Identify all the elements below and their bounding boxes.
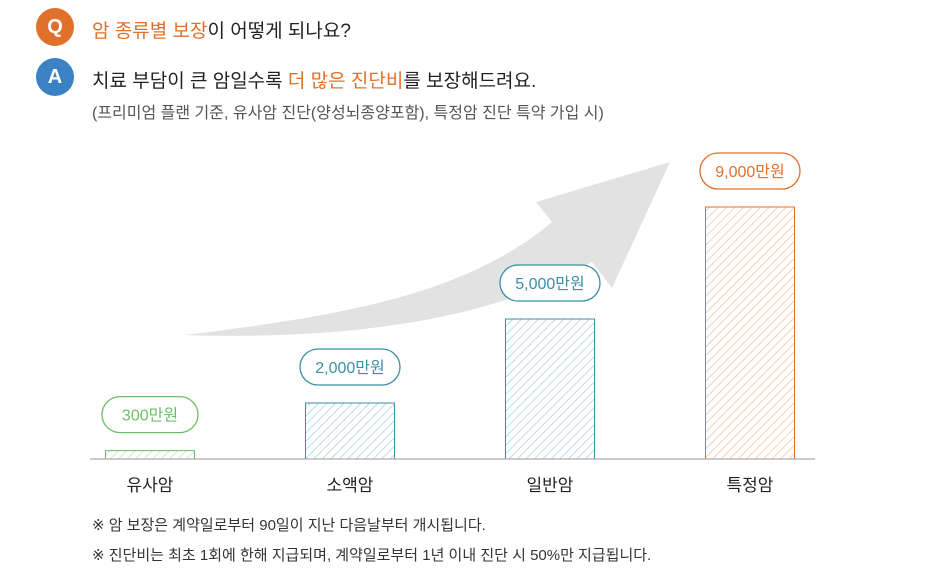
question-text: 암 종류별 보장이 어떻게 되나요? [92, 16, 351, 43]
value-label-pill-2 [299, 348, 401, 386]
value-label-pill-1 [101, 395, 199, 434]
answer-text: 치료 부담이 큰 암일수록 더 많은 진단비를 보장해드려요. [92, 66, 536, 93]
value-label-pill-3 [499, 264, 601, 302]
bar-1 [105, 450, 195, 460]
question-badge: Q [36, 8, 74, 46]
category-label-1: 유사암 [127, 476, 174, 495]
category-label-4: 특정암 [727, 476, 774, 495]
category-label-2: 소액암 [327, 476, 374, 495]
value-label-4: 9,000만원 [715, 163, 784, 181]
bar-4 [705, 206, 795, 460]
answer-pre: 치료 부담이 큰 암일수록 [92, 71, 288, 92]
question-rest: 이 어떻게 되나요? [207, 21, 351, 42]
bar-2 [305, 402, 395, 460]
note-payment-rule: ※ 진단비는 최초 1회에 한해 지급되며, 계약일로부터 1년 이내 진단 시… [92, 547, 652, 564]
value-label-3: 5,000만원 [515, 275, 584, 293]
answer-badge: A [36, 58, 74, 96]
bar-3 [505, 318, 595, 460]
answer-post: 를 보장해드려요. [403, 71, 537, 92]
value-label-2: 2,000만원 [315, 359, 384, 377]
answer-highlight: 더 많은 진단비 [287, 71, 404, 92]
answer-subtext: (프리미엄 플랜 기준, 유사암 진단(양성뇌종양포함), 특정암 진단 특약 … [92, 105, 604, 122]
question-highlight: 암 종류별 보장 [92, 21, 208, 42]
value-label-pill-4 [699, 152, 801, 190]
category-label-3: 일반암 [527, 476, 574, 495]
value-label-1: 300만원 [122, 407, 178, 425]
growth-arrow [185, 162, 670, 336]
note-start-date: ※ 암 보장은 계약일로부터 90일이 지난 다음날부터 개시됩니다. [92, 517, 486, 534]
